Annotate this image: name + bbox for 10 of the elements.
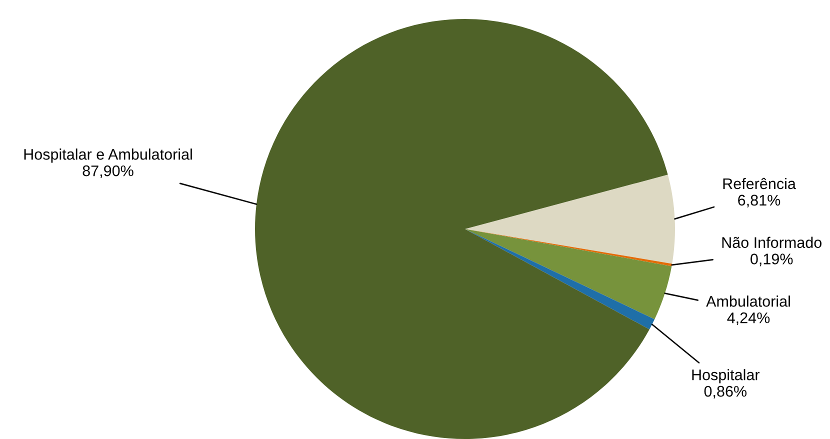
slice-label: Referência: [723, 178, 796, 190]
slice-label: Ambulatorial: [706, 296, 790, 307]
data-label: 4,24%: [727, 312, 770, 326]
data-label: 87,90%: [82, 165, 134, 178]
slice-label: Hospitalar e Ambulatorial: [24, 148, 192, 163]
data-label: 6,81%: [738, 194, 780, 208]
data-label: 0,19%: [750, 254, 793, 266]
slice-label: Hospitalar: [692, 369, 760, 384]
slice-label: Não Informado: [722, 236, 822, 248]
data-label: 0,86%: [704, 386, 747, 399]
